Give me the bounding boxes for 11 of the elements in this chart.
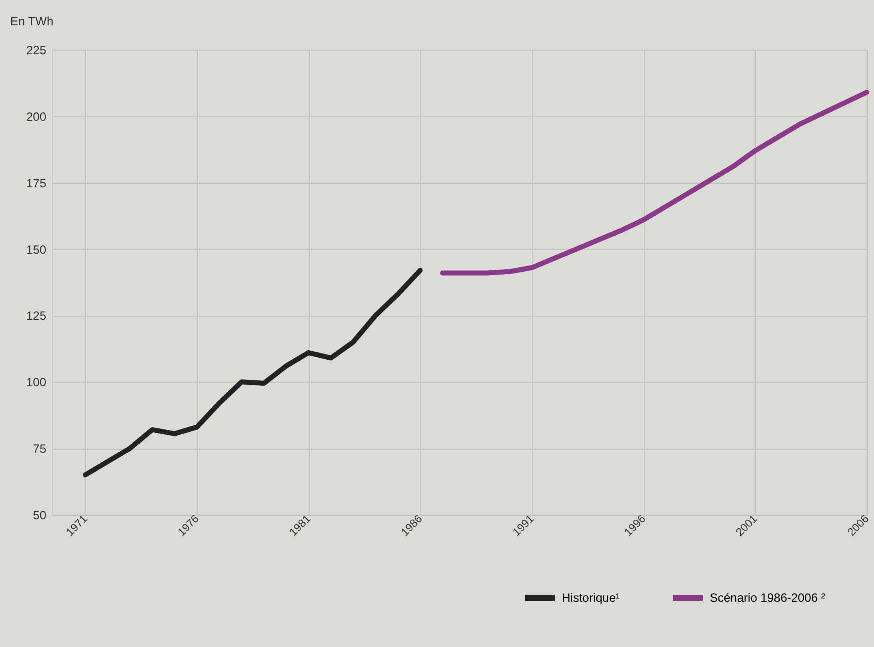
y-tick-label: 175 [26, 176, 47, 190]
y-tick-label: 75 [33, 442, 47, 456]
y-axis-title: En TWh [10, 14, 54, 28]
y-tick-label: 100 [26, 376, 47, 390]
y-tick-label: 150 [26, 242, 47, 257]
y-tick-label: 50 [33, 508, 47, 522]
legend-label: Historique¹ [562, 591, 620, 605]
y-tick-label: 125 [26, 309, 47, 324]
y-tick-label: 225 [26, 44, 47, 58]
legend-label: Scénario 1986-2006 ² [710, 591, 826, 605]
y-tick-label: 200 [26, 110, 47, 124]
